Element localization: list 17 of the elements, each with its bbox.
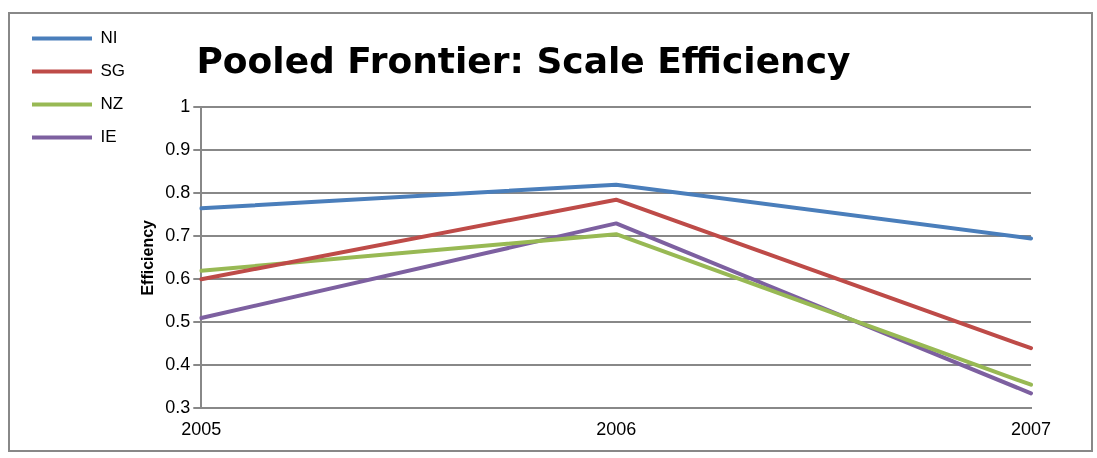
- x-tick-label: 2006: [596, 419, 637, 440]
- y-tick-label: 0.5: [165, 311, 191, 332]
- y-tick-label: 1: [180, 96, 191, 117]
- y-tick-label: 0.7: [165, 225, 191, 246]
- legend-label: SG: [100, 61, 126, 81]
- y-axis-title: Efficiency: [139, 219, 157, 296]
- y-tick-label: 0.6: [165, 268, 191, 289]
- y-tick-label: 0.3: [165, 397, 191, 418]
- chart-title: Pooled Frontier: Scale Efficiency: [196, 39, 851, 81]
- legend-label: NZ: [100, 94, 124, 114]
- x-tick-label: 2005: [181, 419, 222, 440]
- y-tick-label: 0.8: [165, 182, 191, 203]
- x-tick-label: 2007: [1010, 419, 1052, 440]
- y-tick-label: 0.4: [165, 354, 191, 375]
- y-tick-label: 0.9: [165, 139, 191, 160]
- legend-label: NI: [100, 28, 118, 48]
- legend-label: IE: [100, 127, 117, 147]
